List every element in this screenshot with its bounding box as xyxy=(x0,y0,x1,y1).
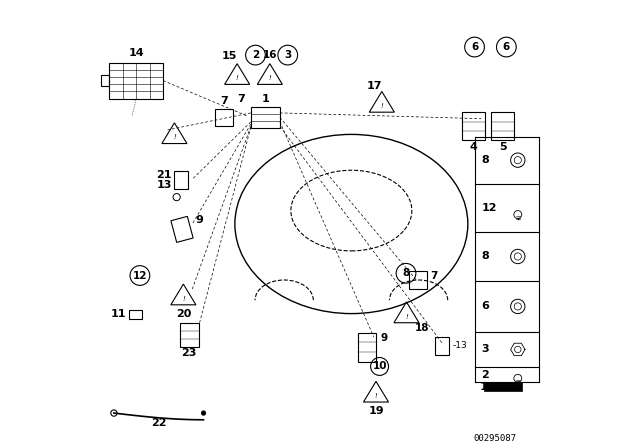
Text: 7: 7 xyxy=(430,271,438,281)
Bar xyxy=(109,63,163,99)
Bar xyxy=(409,271,427,289)
Text: 15: 15 xyxy=(222,51,237,61)
Text: 18: 18 xyxy=(415,323,429,333)
Text: 3: 3 xyxy=(284,50,291,60)
Bar xyxy=(491,112,515,140)
Text: !: ! xyxy=(374,393,378,399)
Text: 16: 16 xyxy=(262,50,277,60)
Text: 10: 10 xyxy=(372,362,387,371)
Text: 3: 3 xyxy=(481,345,489,354)
Text: 8: 8 xyxy=(481,155,489,165)
Text: 20: 20 xyxy=(175,310,191,319)
Bar xyxy=(251,107,280,128)
Text: 2: 2 xyxy=(481,370,489,379)
Text: 13: 13 xyxy=(156,181,172,190)
Text: 23: 23 xyxy=(182,349,197,358)
Text: 21: 21 xyxy=(156,170,172,180)
Text: -13: -13 xyxy=(453,341,468,350)
Text: 19: 19 xyxy=(368,406,384,416)
Text: 6: 6 xyxy=(471,42,478,52)
Text: 17: 17 xyxy=(367,81,383,91)
Text: 22: 22 xyxy=(151,418,166,428)
Bar xyxy=(101,75,109,86)
Bar xyxy=(180,323,198,347)
Bar xyxy=(129,310,142,319)
Text: !: ! xyxy=(268,75,271,81)
Text: !: ! xyxy=(236,75,239,81)
Text: 9: 9 xyxy=(380,333,388,343)
Text: 8: 8 xyxy=(481,251,489,262)
Text: 5: 5 xyxy=(499,142,507,152)
Text: !: ! xyxy=(173,134,176,140)
Bar xyxy=(461,112,485,140)
Text: 9: 9 xyxy=(195,215,204,225)
Text: 6: 6 xyxy=(481,302,489,311)
Text: 2: 2 xyxy=(252,50,259,60)
Text: !: ! xyxy=(405,314,408,319)
Text: !: ! xyxy=(182,296,185,302)
Bar xyxy=(484,382,522,391)
Text: 12: 12 xyxy=(132,271,147,280)
Text: 14: 14 xyxy=(129,48,144,58)
Bar xyxy=(215,109,233,126)
Text: 4: 4 xyxy=(469,142,477,152)
Circle shape xyxy=(201,411,206,415)
Text: 13: 13 xyxy=(480,382,495,392)
Text: 1: 1 xyxy=(262,94,269,103)
Text: 11: 11 xyxy=(111,310,126,319)
Bar xyxy=(435,337,449,355)
Text: 7: 7 xyxy=(220,96,228,106)
Text: 00295087: 00295087 xyxy=(473,434,516,443)
Text: 6: 6 xyxy=(503,42,510,52)
Text: !: ! xyxy=(380,103,383,109)
Bar xyxy=(358,332,376,362)
Text: 7: 7 xyxy=(237,94,245,103)
Bar xyxy=(174,171,188,189)
Text: 8: 8 xyxy=(403,268,410,278)
Text: 12: 12 xyxy=(481,202,497,213)
